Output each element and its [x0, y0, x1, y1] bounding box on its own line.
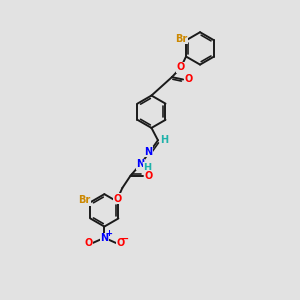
- Text: O: O: [184, 74, 193, 85]
- Text: O: O: [144, 171, 152, 181]
- Text: H: H: [160, 135, 169, 145]
- Text: O: O: [116, 238, 124, 248]
- Text: O: O: [84, 238, 93, 248]
- Text: H: H: [143, 163, 152, 173]
- Text: −: −: [120, 234, 130, 244]
- Text: N: N: [100, 233, 108, 243]
- Text: O: O: [114, 194, 122, 204]
- Text: Br: Br: [176, 34, 188, 44]
- Text: O: O: [177, 62, 185, 72]
- Text: Br: Br: [78, 196, 91, 206]
- Text: N: N: [136, 159, 144, 170]
- Text: N: N: [144, 147, 152, 157]
- Text: +: +: [106, 229, 112, 238]
